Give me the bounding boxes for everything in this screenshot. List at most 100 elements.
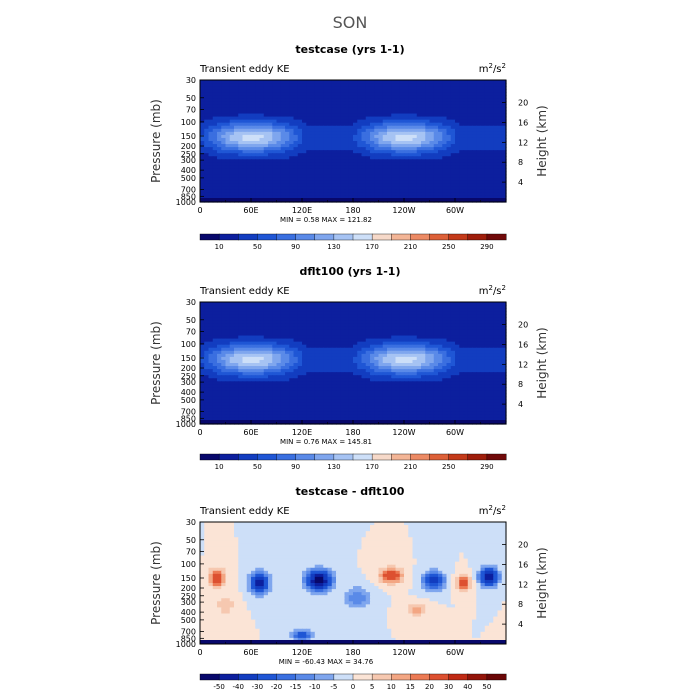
field-cell (378, 104, 384, 109)
field-cell (348, 363, 354, 367)
field-cell (357, 180, 363, 185)
field-cell (374, 375, 380, 379)
field-cell (344, 177, 350, 182)
field-cell (408, 317, 414, 321)
field-cell (489, 363, 494, 367)
field-cell (365, 137, 371, 142)
field-cell (493, 341, 499, 346)
field-cell (314, 141, 320, 145)
field-cell (476, 183, 482, 188)
field-cell (331, 92, 337, 96)
field-cell (416, 356, 422, 361)
field-cell (450, 131, 456, 136)
field-cell (501, 369, 507, 373)
field-cell (306, 177, 312, 182)
field-cell (314, 168, 320, 173)
field-cell (234, 168, 239, 173)
field-cell (327, 141, 333, 145)
field-cell (446, 305, 452, 309)
field-cell (314, 326, 320, 331)
field-cell (221, 113, 227, 118)
field-cell (306, 101, 312, 105)
field-cell (472, 165, 477, 170)
field-cell (421, 326, 426, 331)
field-cell (476, 110, 482, 115)
field-cell (340, 131, 346, 136)
field-cell (276, 335, 282, 340)
field-cell (255, 147, 261, 151)
field-cell (340, 378, 346, 382)
field-cell (421, 131, 426, 136)
field-cell (446, 144, 452, 148)
field-cell (497, 165, 503, 170)
field-cell (391, 162, 397, 166)
field-cell (370, 344, 375, 349)
field-cell (408, 332, 414, 337)
field-cell (276, 83, 282, 87)
field-cell (421, 174, 426, 179)
field-cell (280, 150, 286, 154)
field-cell (353, 350, 358, 355)
field-cell (297, 384, 303, 388)
field-cell (433, 110, 439, 115)
field-cell (336, 177, 341, 182)
field-cell (395, 119, 401, 124)
field-cell (336, 323, 341, 327)
field-cell (501, 356, 507, 361)
field-cell (365, 134, 371, 139)
field-cell (421, 311, 426, 315)
field-cell (450, 116, 456, 121)
field-cell (480, 119, 486, 124)
field-cell (476, 189, 482, 194)
field-cell (280, 156, 286, 160)
field-cell (497, 338, 503, 343)
field-cell (272, 363, 278, 367)
panel-left-label: Transient eddy KE (199, 286, 290, 297)
field-cell (489, 347, 494, 352)
field-cell (331, 335, 337, 340)
field-cell (378, 159, 384, 163)
field-cell (374, 302, 380, 306)
field-cell (433, 171, 439, 176)
field-cell (472, 366, 477, 370)
field-cell (208, 183, 214, 188)
field-cell (306, 372, 312, 376)
field-cell (212, 141, 218, 145)
field-cell (425, 332, 431, 337)
field-cell (200, 320, 205, 324)
field-cell (234, 320, 239, 324)
field-cell (331, 326, 337, 331)
field-cell (348, 381, 354, 385)
field-cell (314, 80, 320, 84)
field-cell (497, 168, 503, 173)
y-tick-label: 30 (186, 76, 196, 85)
field-cell (412, 131, 418, 136)
field-cell (361, 144, 367, 148)
field-cell (297, 101, 303, 105)
field-cell (412, 320, 418, 324)
field-cell (272, 86, 278, 90)
field-cell (259, 347, 265, 352)
field-cell (395, 192, 401, 197)
field-cell (208, 195, 214, 200)
field-cell (480, 180, 486, 185)
field-cell (404, 320, 409, 324)
field-cell (416, 302, 422, 306)
field-cell (340, 86, 346, 90)
field-cell (497, 171, 503, 176)
field-cell (251, 89, 256, 93)
field-cell (310, 95, 316, 99)
field-cell (387, 168, 392, 173)
field-cell (399, 189, 405, 194)
field-cell (289, 353, 295, 358)
field-cell (242, 359, 248, 364)
field-cell (297, 110, 303, 115)
field-cell (438, 141, 443, 145)
field-cell (208, 359, 214, 364)
field-cell (472, 189, 477, 194)
field-cell (467, 134, 473, 139)
field-cell (251, 174, 256, 179)
field-cell (425, 347, 431, 352)
field-cell (340, 353, 346, 358)
field-cell (353, 122, 358, 127)
